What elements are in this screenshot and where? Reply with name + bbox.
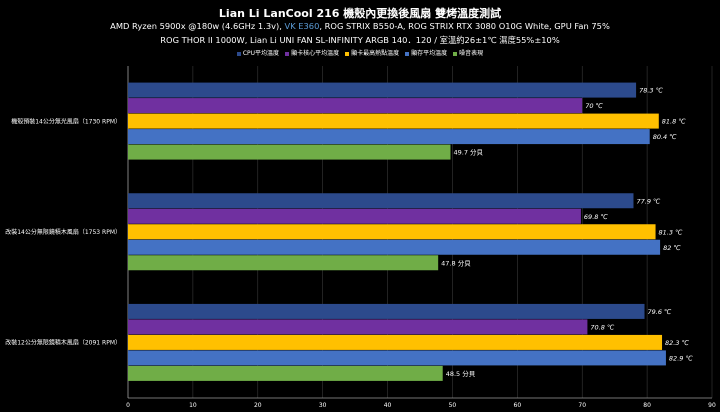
bar bbox=[128, 224, 656, 240]
data-label: 77.9 ℃ bbox=[636, 197, 661, 205]
x-tick-label: 80 bbox=[643, 402, 651, 409]
x-tick-label: 0 bbox=[126, 402, 130, 409]
x-tick-label: 30 bbox=[319, 402, 327, 409]
data-label: 49.7 分貝 bbox=[453, 148, 483, 157]
data-label: 79.6 ℃ bbox=[648, 308, 673, 316]
bar bbox=[128, 129, 650, 145]
data-label: 80.4 ℃ bbox=[653, 133, 678, 141]
bar bbox=[128, 239, 661, 255]
data-label: 70 ℃ bbox=[585, 102, 603, 110]
legend-label: CPU平均溫度 bbox=[242, 50, 280, 57]
legend-label: 顯卡核心平均溫度 bbox=[291, 50, 340, 57]
data-label: 81.3 ℃ bbox=[659, 228, 684, 236]
legend-swatch bbox=[345, 51, 350, 56]
legend-label: 顯存平均溫度 bbox=[411, 50, 448, 57]
legend-item: 顯卡最高熱點溫度 bbox=[345, 48, 399, 57]
legend-swatch bbox=[236, 51, 241, 56]
legend-label: 噪音表現 bbox=[459, 50, 484, 57]
subtitle-text-before: AMD Ryzen 5900x @180w (4.6GHz 1.3v), bbox=[110, 21, 285, 31]
bar bbox=[128, 303, 645, 319]
legend-label: 顯卡最高熱點溫度 bbox=[351, 50, 400, 57]
category-label: 改裝14公分無限鏡積木風扇（1753 RPM） bbox=[5, 228, 121, 236]
data-label: 70.8 ℃ bbox=[590, 323, 615, 331]
x-tick-label: 50 bbox=[449, 402, 457, 409]
data-label: 82.3 ℃ bbox=[665, 339, 690, 347]
category-label: 改裝12公分無限鏡積木風扇（2091 RPM） bbox=[5, 339, 121, 347]
bar bbox=[128, 350, 666, 366]
legend-item: CPU平均溫度 bbox=[236, 48, 280, 57]
subtitle-highlight: VK E360 bbox=[284, 21, 320, 31]
bar bbox=[128, 334, 663, 350]
data-label: 82.9 ℃ bbox=[669, 354, 694, 362]
data-label: 48.5 分貝 bbox=[446, 369, 476, 378]
x-tick-label: 60 bbox=[514, 402, 522, 409]
bar bbox=[128, 193, 634, 209]
chart-title: Lian Li LanCool 216 機殼內更換後風扇 雙烤溫度測試 bbox=[218, 7, 502, 20]
category-label: 機殼預裝14公分無光風扇（1730 RPM） bbox=[11, 117, 121, 125]
data-label: 82 ℃ bbox=[663, 244, 681, 252]
bar bbox=[128, 82, 637, 98]
x-tick-label: 40 bbox=[384, 402, 392, 409]
bar bbox=[128, 319, 588, 335]
legend-item: 噪音表現 bbox=[453, 48, 483, 57]
bar bbox=[128, 113, 659, 129]
data-label: 47.8 分貝 bbox=[441, 258, 471, 267]
bar bbox=[128, 144, 451, 160]
legend-item: 顯卡核心平均溫度 bbox=[285, 48, 339, 57]
chart-subtitle-line2: ROG THOR II 1000W, Lian Li UNI FAN SL-IN… bbox=[160, 35, 560, 45]
bar bbox=[128, 208, 581, 224]
chart-subtitle-line1: AMD Ryzen 5900x @180w (4.6GHz 1.3v), VK … bbox=[0, 21, 720, 31]
legend-swatch bbox=[285, 51, 290, 56]
x-tick-label: 20 bbox=[254, 402, 262, 409]
x-tick-label: 10 bbox=[189, 402, 197, 409]
chart-legend: CPU平均溫度 顯卡核心平均溫度 顯卡最高熱點溫度 顯存平均溫度 噪音表現 bbox=[0, 48, 720, 57]
legend-swatch bbox=[453, 51, 458, 56]
legend-swatch bbox=[405, 51, 410, 56]
legend-item: 顯存平均溫度 bbox=[405, 48, 447, 57]
data-label: 81.8 ℃ bbox=[662, 118, 687, 126]
x-tick-label: 90 bbox=[708, 402, 716, 409]
data-label: 78.3 ℃ bbox=[639, 87, 664, 95]
bar bbox=[128, 98, 583, 114]
bar bbox=[128, 255, 439, 271]
bar bbox=[128, 365, 443, 381]
subtitle-text-after: , ROG STRIX B550-A, ROG STRIX RTX 3080 O… bbox=[319, 21, 610, 31]
x-tick-label: 70 bbox=[578, 402, 586, 409]
data-label: 69.8 ℃ bbox=[584, 213, 609, 221]
